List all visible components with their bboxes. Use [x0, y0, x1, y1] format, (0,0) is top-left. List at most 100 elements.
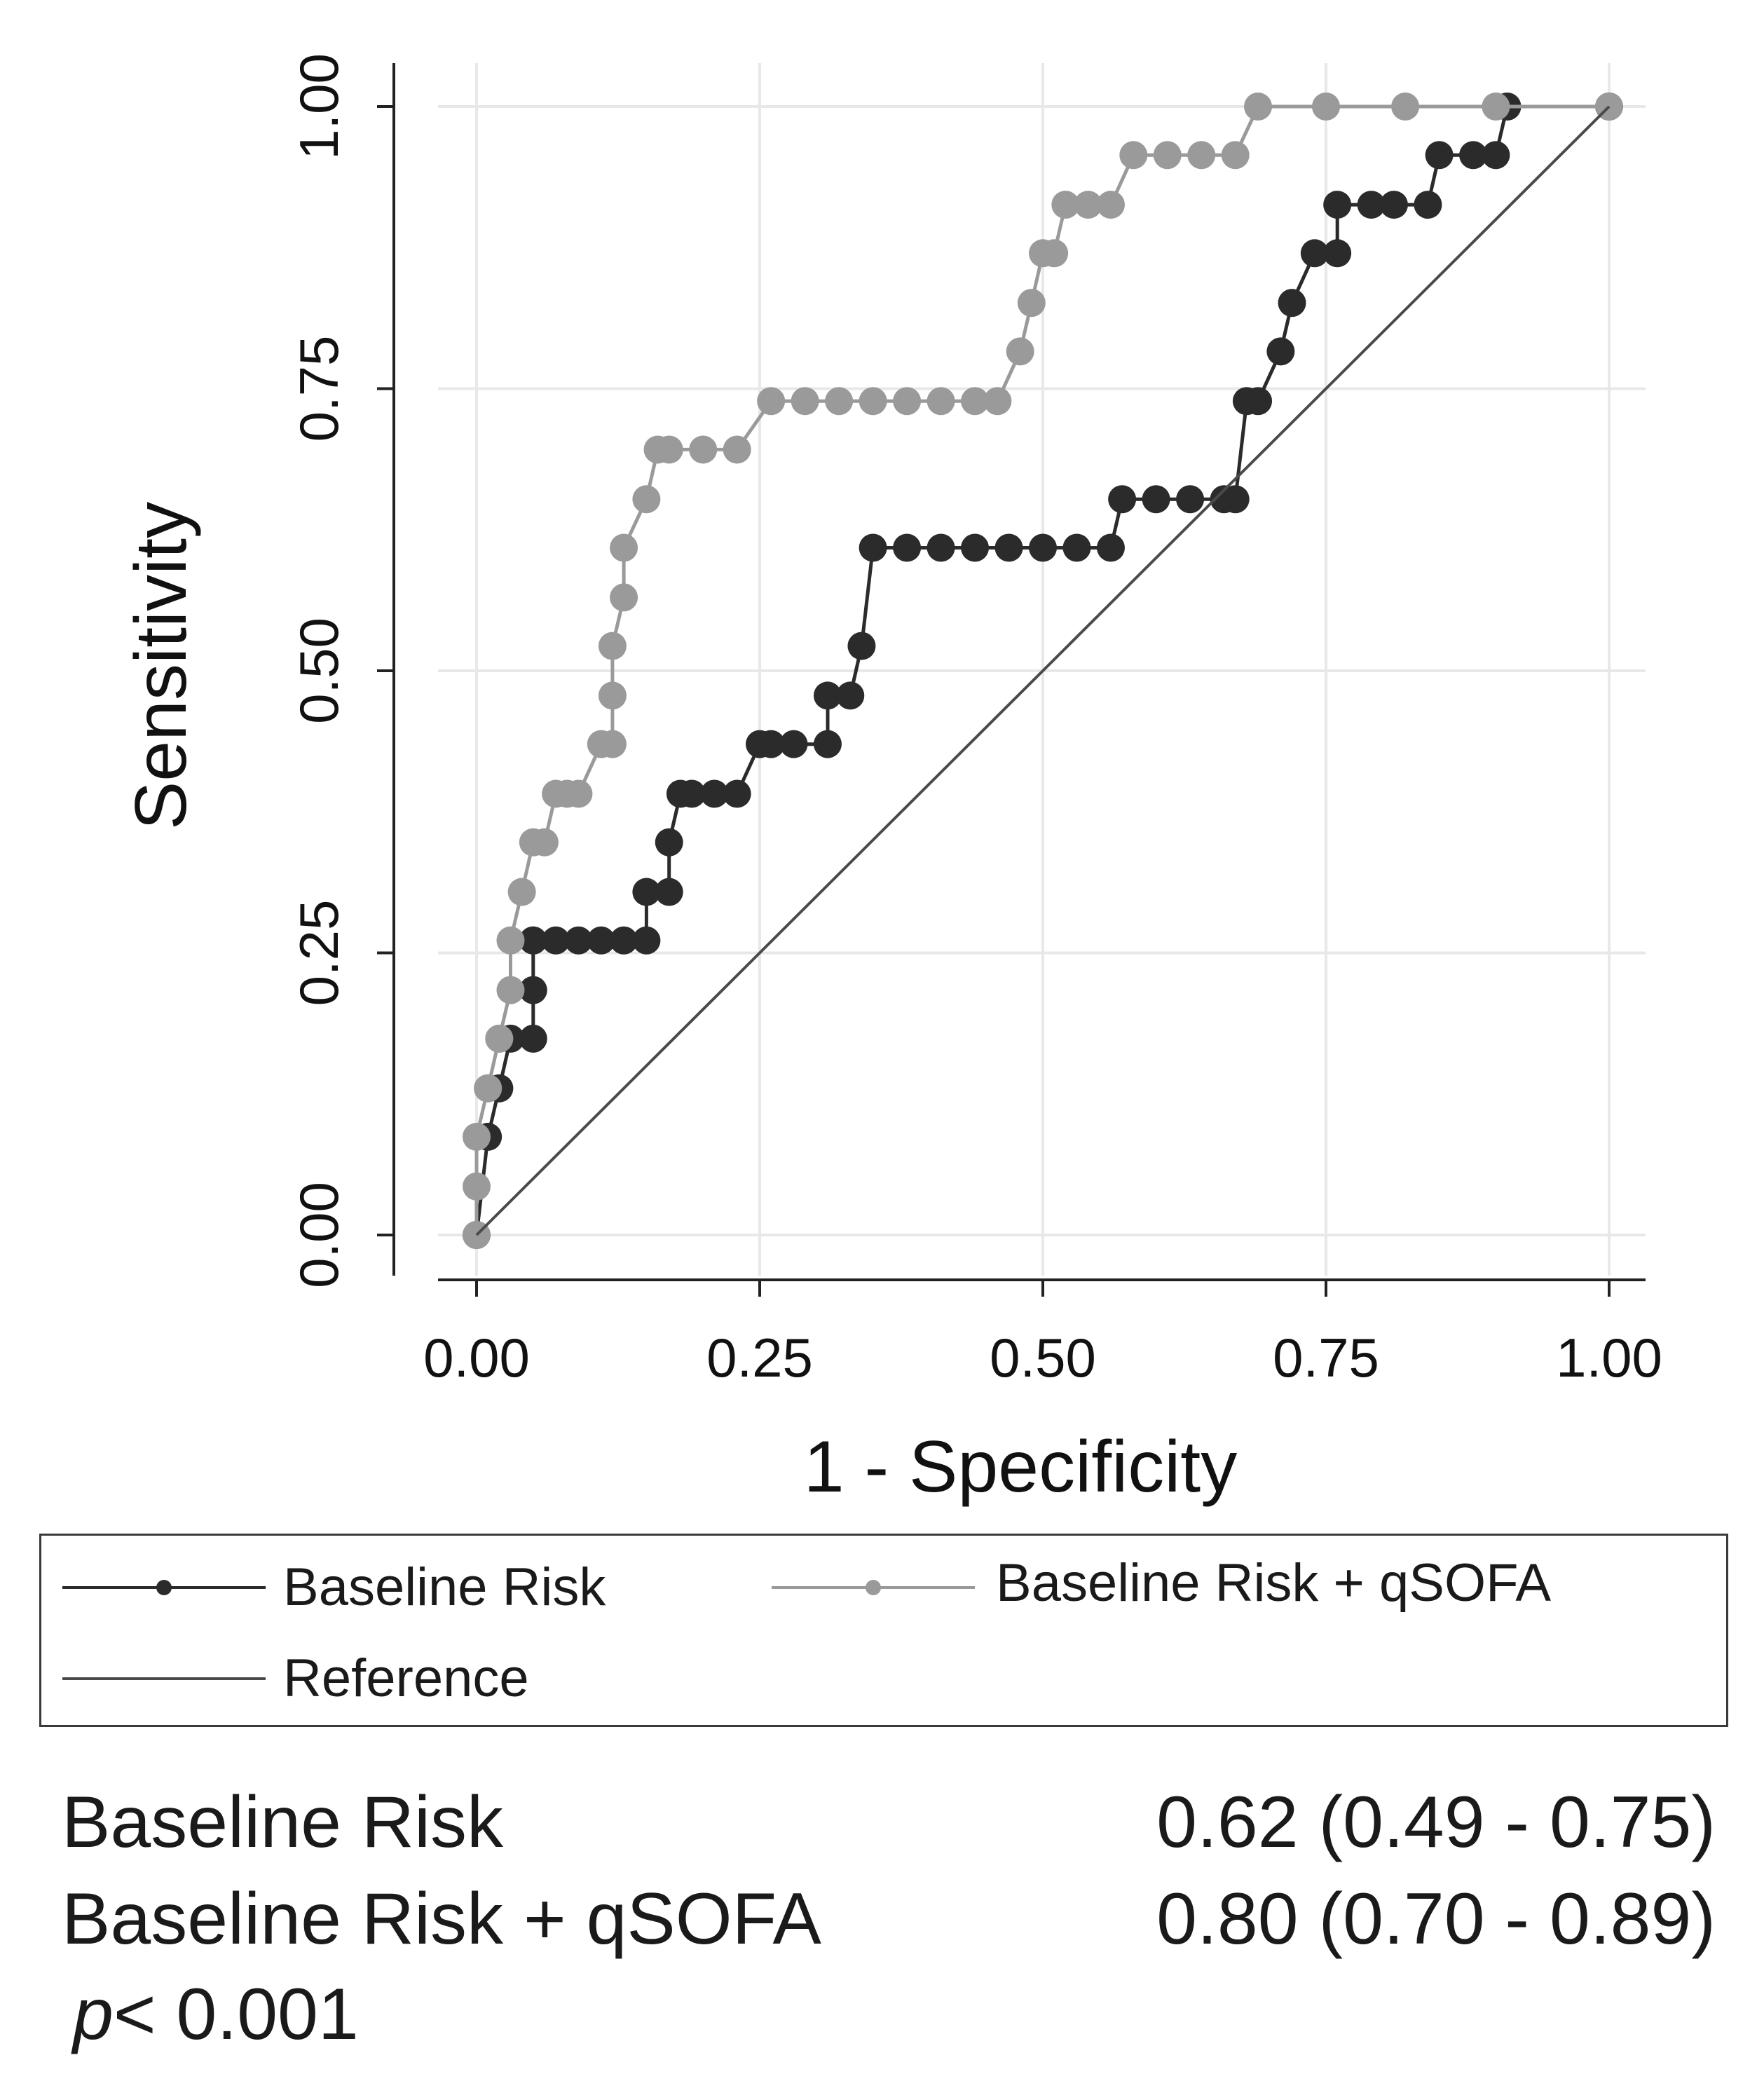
data-point: [1176, 485, 1205, 514]
roc-chart: 0.00 0.25 0.50 0.75 1.00 0.00 0.25 0.50 0.75 1.00…: [121, 53, 1662, 1507]
data-point: [1096, 533, 1125, 562]
y-tick-label: 0.50: [288, 617, 350, 724]
x-tick-label: 1.00: [1556, 1327, 1662, 1388]
data-point: [1357, 191, 1386, 219]
data-point: [564, 926, 593, 955]
data-point: [1074, 191, 1102, 219]
axes: [377, 63, 1646, 1297]
x-tick-label: 0.25: [706, 1327, 813, 1388]
legend: Baseline Risk Baseline Risk + qSOFA Refe…: [39, 1534, 1728, 1727]
data-point: [836, 681, 865, 710]
data-point: [519, 976, 547, 1004]
data-point: [632, 926, 661, 955]
p-value-text: < 0.001: [113, 1974, 359, 2055]
data-point: [610, 583, 638, 612]
series-layer: [463, 93, 1623, 1249]
data-point: [779, 730, 808, 758]
data-point: [485, 1024, 514, 1053]
data-point: [542, 926, 570, 955]
data-point: [1142, 485, 1170, 514]
data-point: [983, 387, 1012, 416]
legend-label-qsofa: Baseline Risk + qSOFA: [996, 1553, 1552, 1613]
series-baseline-risk: [463, 93, 1623, 1249]
data-point: [1051, 191, 1080, 219]
legend-label-reference: Reference: [283, 1649, 529, 1708]
data-point: [598, 632, 627, 660]
data-point: [1029, 533, 1057, 562]
auc-value: 0.62 (0.49 - 0.75): [1156, 1782, 1716, 1863]
data-point: [813, 730, 842, 758]
data-point: [1300, 239, 1329, 268]
data-point: [1482, 141, 1510, 170]
tick-labels: 0.00 0.25 0.50 0.75 1.00 0.00 0.25 0.50 0.75 1.00: [288, 53, 1662, 1388]
data-point: [1425, 141, 1454, 170]
y-axis-label: Sensitivity: [121, 502, 202, 830]
data-point: [1323, 239, 1352, 268]
data-point: [507, 878, 536, 906]
data-point: [610, 533, 638, 562]
p-symbol: p: [73, 1974, 114, 2055]
data-point: [1040, 239, 1069, 268]
data-point: [791, 387, 819, 416]
auc-value: 0.80 (0.70 - 0.89): [1156, 1878, 1716, 1960]
data-point: [474, 1074, 502, 1103]
data-point: [1221, 141, 1250, 170]
data-point: [519, 926, 547, 955]
data-point: [1312, 93, 1340, 121]
legend-label-baseline: Baseline Risk: [283, 1557, 606, 1617]
data-point: [689, 435, 718, 464]
y-tick-label: 0.00: [288, 1182, 350, 1288]
data-point: [655, 828, 683, 857]
data-point: [1108, 485, 1137, 514]
series-reference: [475, 105, 1611, 1236]
data-point: [587, 926, 615, 955]
data-point: [847, 632, 876, 660]
y-tick-label: 1.00: [288, 53, 350, 160]
auc-name: Baseline Risk + qSOFA: [62, 1878, 821, 1960]
data-point: [1119, 141, 1148, 170]
x-tick-label: 0.00: [423, 1327, 530, 1388]
data-point: [564, 779, 593, 808]
data-point: [519, 1024, 547, 1053]
data-point: [655, 435, 683, 464]
data-point: [723, 779, 751, 808]
data-point: [610, 926, 638, 955]
data-point: [1062, 533, 1091, 562]
data-point: [757, 387, 786, 416]
data-point: [813, 681, 842, 710]
data-point: [530, 828, 559, 857]
data-point: [825, 387, 854, 416]
data-point: [700, 779, 729, 808]
data-point: [1379, 191, 1408, 219]
data-point: [598, 681, 627, 710]
data-point: [927, 533, 955, 562]
data-point: [961, 387, 990, 416]
data-point: [1278, 289, 1306, 318]
data-point: [1482, 93, 1510, 121]
data-point: [678, 779, 706, 808]
auc-name: Baseline Risk: [62, 1782, 504, 1863]
data-point: [463, 1172, 491, 1201]
y-tick-label: 0.75: [288, 336, 350, 442]
x-tick-label: 0.50: [990, 1327, 1096, 1388]
data-point: [1323, 191, 1352, 219]
data-point: [859, 387, 887, 416]
data-point: [598, 730, 627, 758]
data-point: [859, 533, 887, 562]
legend-swatch-qsofa: [772, 1580, 975, 1595]
data-point: [893, 387, 922, 416]
data-point: [1266, 337, 1295, 366]
legend-swatch-baseline: [62, 1580, 266, 1595]
data-point: [1414, 191, 1442, 219]
data-point: [1221, 485, 1250, 514]
data-point: [632, 485, 661, 514]
data-point: [893, 533, 922, 562]
data-point: [463, 1122, 491, 1151]
data-point: [723, 435, 751, 464]
x-tick-label: 0.75: [1273, 1327, 1379, 1388]
data-point: [1153, 141, 1182, 170]
y-tick-label: 0.25: [288, 900, 350, 1007]
data-point: [1017, 289, 1046, 318]
data-point: [1006, 337, 1034, 366]
series-baseline-risk-qsofa: [463, 93, 1623, 1249]
